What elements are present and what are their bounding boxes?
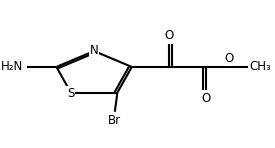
Text: O: O <box>164 29 174 42</box>
Text: N: N <box>90 44 98 57</box>
Text: H₂N: H₂N <box>1 60 23 73</box>
Text: Br: Br <box>108 114 121 127</box>
Text: O: O <box>224 52 233 65</box>
Text: O: O <box>201 92 210 105</box>
Text: S: S <box>67 87 75 100</box>
Text: CH₃: CH₃ <box>249 60 271 73</box>
